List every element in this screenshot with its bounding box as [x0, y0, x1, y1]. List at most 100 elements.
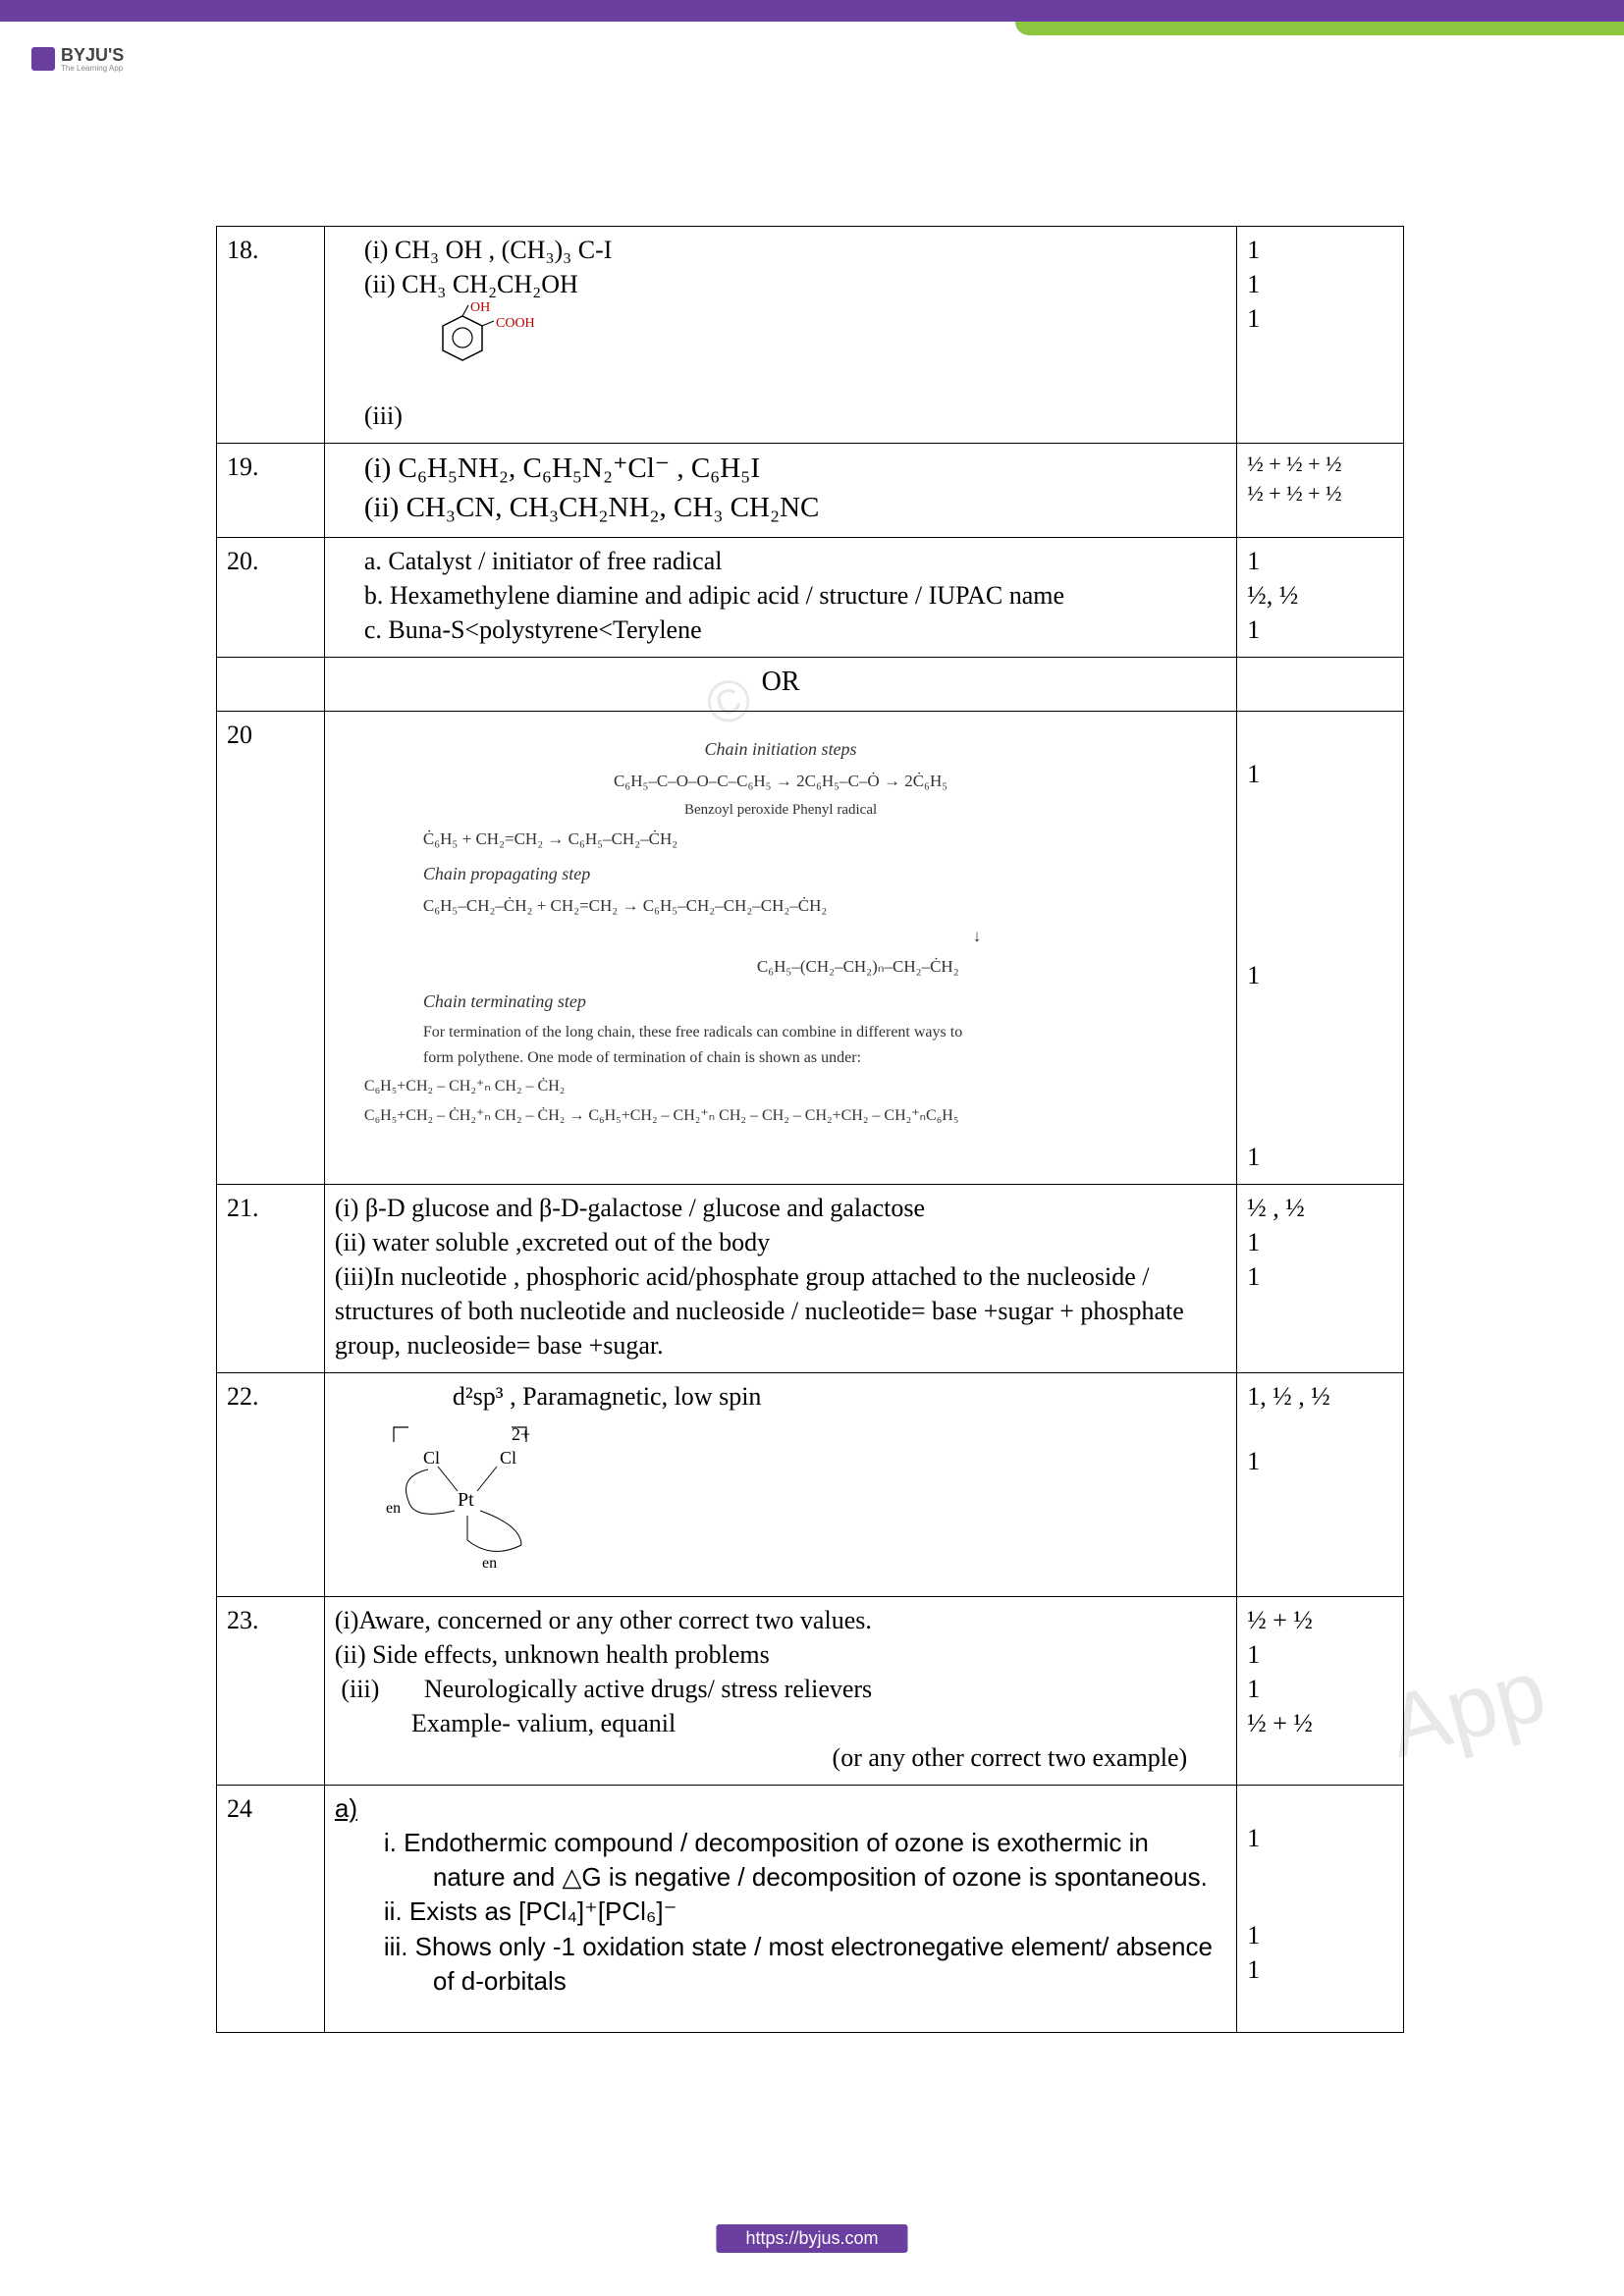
q-marks: 1 ½, ½ 1: [1237, 537, 1404, 657]
mark: 1: [1247, 1259, 1393, 1294]
item: (i)Aware, concerned or any other correct…: [335, 1603, 1226, 1637]
mark: ½, ½: [1247, 578, 1393, 613]
q-marks: [1237, 657, 1404, 711]
item: (ii) Side effects, unknown health proble…: [335, 1637, 1226, 1672]
table-row: 22. d²sp³ , Paramagnetic, low spin 2+ Pt…: [217, 1373, 1404, 1596]
mark: 1: [1247, 233, 1393, 267]
table-row: 24 a) i. Endothermic compound / decompos…: [217, 1786, 1404, 2033]
item: a): [335, 1791, 357, 1826]
chem-line: Benzoyl peroxide Phenyl radical: [364, 798, 1197, 822]
logo-tagline: The Learning App: [61, 64, 124, 73]
logo-mark: [31, 47, 55, 71]
chem-line: Ċ₆H₅ + CH₂=CH₂ → C₆H₅–CH₂–ĊH₂: [364, 826, 1197, 852]
mark: ½ + ½: [1247, 1706, 1393, 1740]
item: (iii): [335, 399, 1226, 433]
q-content: d²sp³ , Paramagnetic, low spin 2+ Pt Cl …: [324, 1373, 1236, 1596]
q-content: (i)Aware, concerned or any other correct…: [324, 1596, 1236, 1785]
mark: 1: [1247, 958, 1393, 992]
answer-table: 18. (i) CH₃ OH , (CH₃)₃ C-I (ii) CH₃ CH₂…: [216, 226, 1404, 2033]
q-num: 20.: [217, 537, 325, 657]
q-marks: 1 1 1: [1237, 1786, 1404, 2033]
svg-text:Pt: Pt: [458, 1489, 474, 1511]
chem-line: C₆H₅–(CH₂–CH₂)ₙ–CH₂–ĊH₂: [364, 953, 1197, 980]
item: (i) C₆H₅NH₂, C₆H₅N₂⁺Cl⁻ , C₆H₅I: [335, 450, 1226, 488]
mark: ½ , ½: [1247, 1191, 1393, 1225]
q-marks: 1, ½ , ½ 1: [1237, 1373, 1404, 1596]
chem-line: C₆H₅+CH₂ – ĊH₂⁺ₙ CH₂ – ĊH₂ → C₆H₅+CH₂ – …: [364, 1103, 1197, 1129]
item: (ii) water soluble ,excreted out of the …: [335, 1225, 1226, 1259]
item: Example- valium, equanil: [335, 1706, 1226, 1740]
item: i. Endothermic compound / decomposition …: [335, 1826, 1226, 1895]
mark: 1: [1247, 1444, 1393, 1478]
item: d²sp³ , Paramagnetic, low spin: [335, 1379, 1226, 1414]
q-num: 19.: [217, 444, 325, 537]
brand-logo: BYJU'S The Learning App: [31, 45, 124, 73]
q-marks: 1 1 1: [1237, 227, 1404, 444]
green-accent: [1015, 22, 1624, 35]
mark: 1: [1247, 544, 1393, 578]
item: iii. Shows only -1 oxidation state / mos…: [335, 1930, 1226, 1999]
pt-complex-diagram: 2+ Pt Cl Cl en en: [384, 1422, 1226, 1578]
mark: 1: [1247, 1225, 1393, 1259]
mark: 1: [1247, 1821, 1393, 1855]
q-content: Chain initiation steps C₆H₅–C–O–O–C–C₆H₅…: [324, 711, 1236, 1184]
item: (iii) Neurologically active drugs/ stres…: [335, 1672, 1226, 1706]
svg-text:Cl: Cl: [423, 1448, 440, 1468]
mark: 1: [1247, 757, 1393, 791]
chem-line: C₆H₅+CH₂ – CH₂⁺ₙ CH₂ – ĊH₂: [364, 1074, 1197, 1099]
q-marks: ½ + ½ 1 1 ½ + ½: [1237, 1596, 1404, 1785]
cooh-label: COOH: [496, 316, 535, 331]
q-content: (i) β-D glucose and β-D-galactose / gluc…: [324, 1185, 1236, 1373]
item: c. Buna-S<polystyrene<Terylene: [335, 613, 1226, 647]
q-num: 18.: [217, 227, 325, 444]
item: (or any other correct two example): [335, 1740, 1226, 1775]
mark: 1: [1247, 1672, 1393, 1706]
q-content: (i) C₆H₅NH₂, C₆H₅N₂⁺Cl⁻ , C₆H₅I (ii) CH₃…: [324, 444, 1236, 537]
table-row: 23. (i)Aware, concerned or any other cor…: [217, 1596, 1404, 1785]
q-num: 21.: [217, 1185, 325, 1373]
footer-url[interactable]: https://byjus.com: [716, 2224, 907, 2253]
table-row: OR: [217, 657, 1404, 711]
chem-title: Chain propagating step: [364, 860, 1197, 888]
top-bar: [0, 0, 1624, 22]
item: a. Catalyst / initiator of free radical: [335, 544, 1226, 578]
benzene-structure: OH COOH: [413, 301, 551, 399]
item: b. Hexamethylene diamine and adipic acid…: [335, 578, 1226, 613]
mark: ½ + ½ + ½: [1247, 479, 1393, 508]
svg-text:en: en: [386, 1500, 401, 1517]
mark: 1: [1247, 1952, 1393, 1987]
chem-line: C₆H₅–C–O–O–C–C₆H₅ → 2C₆H₅–C–Ȯ → 2Ċ₆H₅: [364, 768, 1197, 794]
table-row: 19. (i) C₆H₅NH₂, C₆H₅N₂⁺Cl⁻ , C₆H₅I (ii)…: [217, 444, 1404, 537]
mark: 1: [1247, 301, 1393, 336]
mark: 1: [1247, 1918, 1393, 1952]
oh-label: OH: [470, 301, 490, 315]
mark: 1: [1247, 1140, 1393, 1174]
chem-title: Chain initiation steps: [364, 735, 1197, 764]
q-marks: ½ + ½ + ½ ½ + ½ + ½: [1237, 444, 1404, 537]
item: (ii) CH₃CN, CH₃CH₂NH₂, CH₃ CH₂NC: [335, 489, 1226, 527]
item: (iii)In nucleotide , phosphoric acid/pho…: [335, 1259, 1226, 1362]
q-marks: 1 1 1: [1237, 711, 1404, 1184]
chem-line: ↓: [364, 923, 1197, 949]
watermark: App: [1378, 1640, 1555, 1779]
mark: ½ + ½: [1247, 1603, 1393, 1637]
q-content: a) i. Endothermic compound / decompositi…: [324, 1786, 1236, 2033]
q-num: 23.: [217, 1596, 325, 1785]
q-num: 24: [217, 1786, 325, 2033]
mark: 1: [1247, 1637, 1393, 1672]
chem-line: C₆H₅–CH₂–ĊH₂ + CH₂=CH₂ → C₆H₅–CH₂–CH₂–CH…: [364, 892, 1197, 919]
q-marks: ½ , ½ 1 1: [1237, 1185, 1404, 1373]
table-row: 20 Chain initiation steps C₆H₅–C–O–O–C–C…: [217, 711, 1404, 1184]
or-divider: OR: [324, 657, 1236, 711]
item: ii. Exists as [PCl₄]⁺[PCl₆]⁻: [335, 1895, 1226, 1929]
reaction-mechanism: Chain initiation steps C₆H₅–C–O–O–C–C₆H₅…: [335, 718, 1226, 1143]
mark: ½ + ½ + ½: [1247, 450, 1393, 479]
mark: 1: [1247, 267, 1393, 301]
chem-title: Chain terminating step: [364, 988, 1197, 1016]
item: (i) β-D glucose and β-D-galactose / gluc…: [335, 1191, 1226, 1225]
logo-text: BYJU'S: [61, 45, 124, 66]
table-row: 18. (i) CH₃ OH , (CH₃)₃ C-I (ii) CH₃ CH₂…: [217, 227, 1404, 444]
svg-text:Cl: Cl: [500, 1448, 516, 1468]
table-row: 20. a. Catalyst / initiator of free radi…: [217, 537, 1404, 657]
q-content: a. Catalyst / initiator of free radical …: [324, 537, 1236, 657]
